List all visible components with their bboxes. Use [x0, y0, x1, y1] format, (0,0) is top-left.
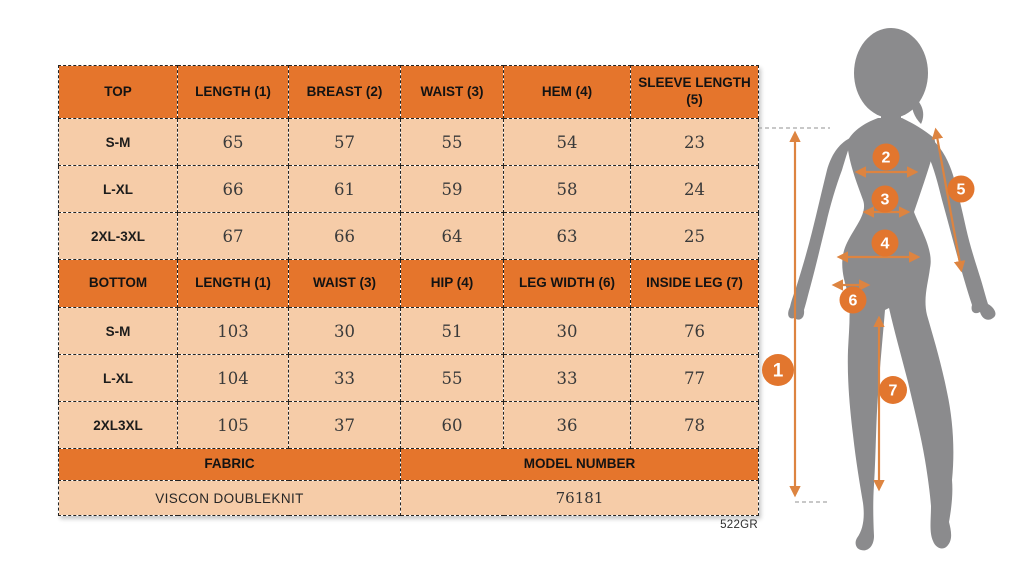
- table-cell: 30: [288, 307, 401, 355]
- measurement-marker-4: 4: [871, 229, 899, 257]
- table-cell: 76: [630, 307, 759, 355]
- table-cell: 55: [400, 118, 504, 166]
- svg-text:5: 5: [957, 182, 966, 199]
- model-number-value: 76181: [400, 480, 759, 516]
- table-cell: 65: [177, 118, 289, 166]
- table-row: L-XL 66 61 59 58 24: [58, 165, 759, 213]
- footer-value-row: VISCON DOUBLEKNIT 76181: [58, 480, 759, 516]
- fabric-header: FABRIC: [58, 448, 401, 481]
- table-cell: 105: [177, 401, 289, 449]
- figure-hair-tip: [911, 96, 924, 124]
- size-label: L-XL: [58, 354, 178, 402]
- column-header: WAIST (3): [400, 65, 504, 119]
- table-row: L-XL 104 33 55 33 77: [58, 354, 759, 402]
- size-chart-table: TOP LENGTH (1) BREAST (2) WAIST (3) HEM …: [58, 65, 759, 516]
- table-cell: 104: [177, 354, 289, 402]
- table-cell: 66: [177, 165, 289, 213]
- table-cell: 33: [288, 354, 401, 402]
- table-cell: 37: [288, 401, 401, 449]
- table-cell: 36: [503, 401, 631, 449]
- footer-header-row: FABRIC MODEL NUMBER: [58, 448, 759, 481]
- svg-text:3: 3: [881, 192, 890, 209]
- figure-right-arm: [928, 140, 996, 320]
- svg-text:6: 6: [849, 293, 858, 310]
- female-figure-silhouette: [788, 28, 996, 551]
- table-cell: 51: [400, 307, 504, 355]
- svg-text:2: 2: [882, 150, 891, 167]
- table-cell: 103: [177, 307, 289, 355]
- table-row: S-M 65 57 55 54 23: [58, 118, 759, 166]
- column-header: BREAST (2): [288, 65, 401, 119]
- table-cell: 77: [630, 354, 759, 402]
- measurement-diagram: 1 2 3 4 5 6 7: [758, 28, 996, 551]
- column-header: HEM (4): [503, 65, 631, 119]
- table-cell: 59: [400, 165, 504, 213]
- top-header-row: TOP LENGTH (1) BREAST (2) WAIST (3) HEM …: [58, 65, 759, 119]
- column-header: LENGTH (1): [177, 65, 289, 119]
- figure-body: [842, 118, 954, 551]
- figure-head: [854, 28, 928, 118]
- measurement-marker-2: 2: [872, 143, 900, 171]
- table-cell: 24: [630, 165, 759, 213]
- measurement-marker-1: 1: [762, 354, 794, 386]
- table-row: 2XL-3XL 67 66 64 63 25: [58, 212, 759, 260]
- measurement-arrow-sleeve: [931, 127, 966, 273]
- size-label: S-M: [58, 118, 178, 166]
- model-number-header: MODEL NUMBER: [400, 448, 759, 481]
- table-cell: 58: [503, 165, 631, 213]
- svg-text:1: 1: [773, 361, 784, 382]
- table-cell: 54: [503, 118, 631, 166]
- size-label: 2XL3XL: [58, 401, 178, 449]
- column-header: INSIDE LEG (7): [630, 259, 759, 308]
- table-row: S-M 103 30 51 30 76: [58, 307, 759, 355]
- table-cell: 64: [400, 212, 504, 260]
- table-cell: 63: [503, 212, 631, 260]
- column-header: LEG WIDTH (6): [503, 259, 631, 308]
- size-label: L-XL: [58, 165, 178, 213]
- measurement-marker-5: 5: [947, 175, 975, 203]
- column-header: SLEEVE LENGTH (5): [630, 65, 759, 119]
- column-header: TOP: [58, 65, 178, 119]
- svg-text:4: 4: [881, 236, 890, 253]
- size-label: 2XL-3XL: [58, 212, 178, 260]
- column-header: WAIST (3): [288, 259, 401, 308]
- measurement-marker-7: 7: [879, 376, 907, 404]
- column-header: HIP (4): [400, 259, 504, 308]
- fabric-value: VISCON DOUBLEKNIT: [58, 480, 401, 516]
- column-header: BOTTOM: [58, 259, 178, 308]
- table-cell: 61: [288, 165, 401, 213]
- measurement-marker-6: 6: [839, 286, 867, 314]
- measurement-marker-3: 3: [871, 185, 899, 213]
- table-row: 2XL3XL 105 37 60 36 78: [58, 401, 759, 449]
- table-cell: 78: [630, 401, 759, 449]
- product-code: 522GR: [720, 519, 758, 531]
- table-cell: 60: [400, 401, 504, 449]
- svg-text:7: 7: [889, 383, 898, 400]
- table-cell: 55: [400, 354, 504, 402]
- table-cell: 30: [503, 307, 631, 355]
- size-label: S-M: [58, 307, 178, 355]
- table-cell: 23: [630, 118, 759, 166]
- table-cell: 33: [503, 354, 631, 402]
- figure-left-arm: [788, 138, 850, 320]
- table-cell: 25: [630, 212, 759, 260]
- column-header: LENGTH (1): [177, 259, 289, 308]
- table-cell: 57: [288, 118, 401, 166]
- table-cell: 66: [288, 212, 401, 260]
- bottom-header-row: BOTTOM LENGTH (1) WAIST (3) HIP (4) LEG …: [58, 259, 759, 308]
- table-cell: 67: [177, 212, 289, 260]
